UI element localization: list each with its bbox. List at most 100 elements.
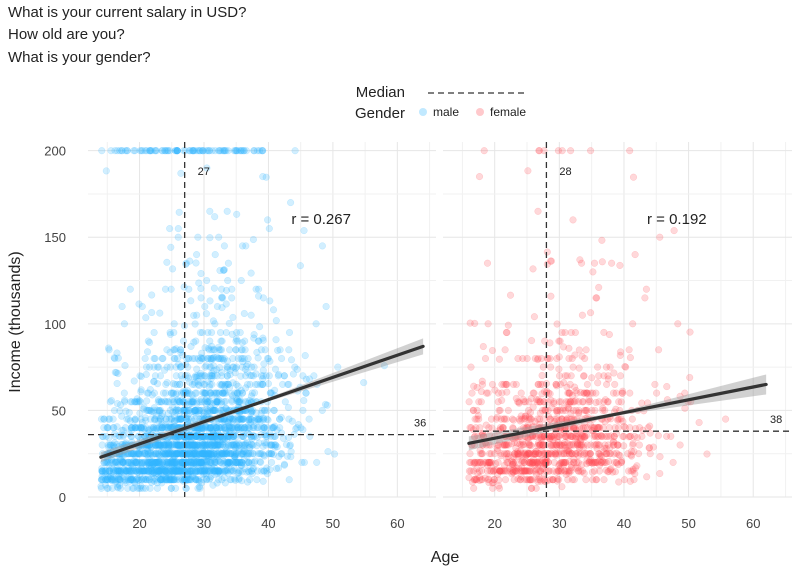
data-point xyxy=(161,285,170,293)
data-point xyxy=(217,424,225,432)
data-point xyxy=(177,460,185,468)
data-point xyxy=(125,467,133,475)
data-point xyxy=(187,470,195,478)
data-point xyxy=(222,286,231,294)
data-point xyxy=(222,441,230,449)
data-point xyxy=(175,476,183,484)
data-point xyxy=(131,415,139,423)
data-point xyxy=(211,346,219,354)
data-point xyxy=(588,468,596,476)
data-point xyxy=(205,346,213,354)
data-point xyxy=(220,354,228,363)
data-point xyxy=(152,442,160,450)
data-point xyxy=(223,372,231,380)
data-point xyxy=(586,450,594,458)
data-point xyxy=(617,348,625,356)
data-point xyxy=(108,477,116,485)
data-point xyxy=(130,457,138,465)
data-point xyxy=(189,472,197,480)
data-point xyxy=(114,467,122,475)
data-point xyxy=(161,147,169,155)
legend-female-marker xyxy=(476,108,484,116)
data-point xyxy=(211,467,219,475)
data-point xyxy=(517,472,525,480)
data-point xyxy=(210,284,218,292)
data-point xyxy=(220,398,228,406)
data-point xyxy=(206,398,214,406)
data-point xyxy=(269,424,277,432)
data-point xyxy=(266,466,274,474)
data-point xyxy=(175,415,183,423)
data-point xyxy=(218,450,226,458)
data-point xyxy=(249,235,257,244)
data-point xyxy=(176,441,184,449)
data-point xyxy=(504,321,512,329)
data-point xyxy=(166,473,174,481)
data-point xyxy=(190,458,198,466)
data-point xyxy=(468,389,476,397)
data-point xyxy=(149,425,157,434)
data-point xyxy=(514,453,522,461)
data-point xyxy=(264,354,272,363)
data-point xyxy=(207,371,215,379)
data-point xyxy=(138,302,146,311)
data-point xyxy=(192,467,200,475)
data-point xyxy=(145,406,153,414)
data-point xyxy=(257,450,265,458)
data-point xyxy=(539,363,547,371)
data-point xyxy=(146,363,154,371)
data-point xyxy=(276,424,284,432)
data-point xyxy=(323,401,331,409)
data-point xyxy=(111,430,119,438)
data-point xyxy=(238,477,246,485)
data-point xyxy=(234,389,242,397)
data-point xyxy=(150,469,158,477)
data-point xyxy=(581,432,589,440)
data-point xyxy=(140,476,148,484)
data-point xyxy=(215,448,223,456)
data-point xyxy=(115,458,123,466)
data-point xyxy=(156,372,165,380)
data-point xyxy=(163,476,171,484)
data-point xyxy=(195,381,203,390)
data-point xyxy=(161,441,169,449)
x-tick-label: 40 xyxy=(261,516,275,531)
data-point xyxy=(259,334,267,342)
data-point xyxy=(200,412,208,420)
data-point xyxy=(224,147,232,155)
data-point xyxy=(253,415,261,423)
data-point xyxy=(197,269,205,278)
data-point xyxy=(225,458,233,466)
data-point xyxy=(594,363,602,371)
data-point xyxy=(587,147,595,155)
data-point xyxy=(626,389,634,397)
data-point xyxy=(208,450,216,458)
data-point xyxy=(191,406,199,414)
data-point xyxy=(187,297,195,305)
data-point xyxy=(165,398,173,406)
data-point xyxy=(190,441,198,449)
data-point xyxy=(162,473,170,481)
y-tick-label: 200 xyxy=(44,144,66,159)
data-point xyxy=(243,452,251,460)
data-point xyxy=(218,449,226,457)
data-point xyxy=(264,216,272,224)
data-point xyxy=(189,395,197,403)
data-point xyxy=(478,381,487,389)
data-point xyxy=(360,379,368,387)
data-point xyxy=(252,409,260,417)
data-point xyxy=(594,379,602,387)
data-point xyxy=(112,368,120,377)
data-point xyxy=(156,441,164,449)
data-point xyxy=(201,424,209,432)
data-point xyxy=(118,458,126,466)
data-point xyxy=(170,320,178,328)
data-point xyxy=(211,458,219,466)
data-point xyxy=(211,429,220,437)
data-point xyxy=(146,484,154,492)
data-point xyxy=(147,407,155,415)
data-point xyxy=(651,380,659,388)
data-point xyxy=(230,415,238,423)
data-point xyxy=(145,461,153,469)
data-point xyxy=(148,441,156,449)
